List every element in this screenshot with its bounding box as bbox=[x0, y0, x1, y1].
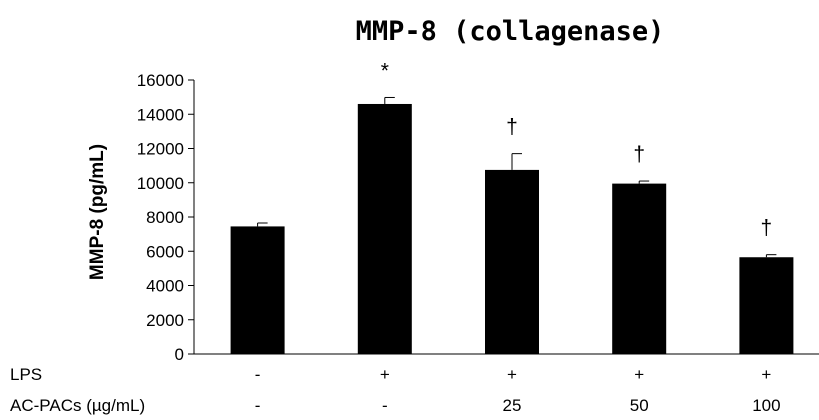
condition-row-label: LPS bbox=[10, 365, 42, 384]
chart-title: MMP-8 (collagenase) bbox=[356, 16, 665, 47]
y-tick-label: 12000 bbox=[137, 140, 184, 159]
y-axis-label: MMP-8 (pg/mL) bbox=[87, 144, 108, 280]
y-tick-label: 2000 bbox=[146, 311, 184, 330]
condition-value: - bbox=[255, 365, 261, 384]
y-ticks: 0 2000 4000 6000 8000 10000 12000 14000 16000 bbox=[137, 71, 194, 364]
y-tick-label: 6000 bbox=[146, 242, 184, 261]
y-tick-label: 14000 bbox=[137, 105, 184, 124]
condition-value: 50 bbox=[630, 396, 649, 415]
bar bbox=[230, 226, 285, 354]
condition-value: + bbox=[380, 365, 390, 384]
bars bbox=[230, 103, 794, 354]
bar bbox=[739, 257, 794, 354]
condition-value: 25 bbox=[503, 396, 522, 415]
condition-value: - bbox=[382, 396, 388, 415]
condition-row-label: AC-PACs (µg/mL) bbox=[10, 396, 145, 415]
bar bbox=[485, 169, 539, 354]
y-tick-label: 4000 bbox=[146, 277, 184, 296]
condition-value: 100 bbox=[752, 396, 780, 415]
y-tick-label: 10000 bbox=[137, 174, 184, 193]
significance-marks: * † † † bbox=[381, 59, 773, 239]
condition-value: + bbox=[761, 365, 771, 384]
significance-mark: † bbox=[506, 116, 518, 139]
y-tick-label: 0 bbox=[175, 345, 184, 364]
bar bbox=[612, 183, 667, 354]
significance-mark: * bbox=[381, 59, 389, 82]
significance-mark: † bbox=[761, 217, 773, 240]
condition-table: LPS - + + + + AC-PACs (µg/mL) - - 25 50 100 bbox=[10, 365, 781, 415]
y-tick-label: 8000 bbox=[146, 208, 184, 227]
bar bbox=[357, 103, 412, 354]
y-tick-label: 16000 bbox=[137, 71, 184, 90]
significance-mark: † bbox=[633, 143, 645, 166]
condition-value: + bbox=[634, 365, 644, 384]
condition-value: - bbox=[255, 396, 261, 415]
error-bars bbox=[257, 96, 777, 258]
condition-value: + bbox=[507, 365, 517, 384]
